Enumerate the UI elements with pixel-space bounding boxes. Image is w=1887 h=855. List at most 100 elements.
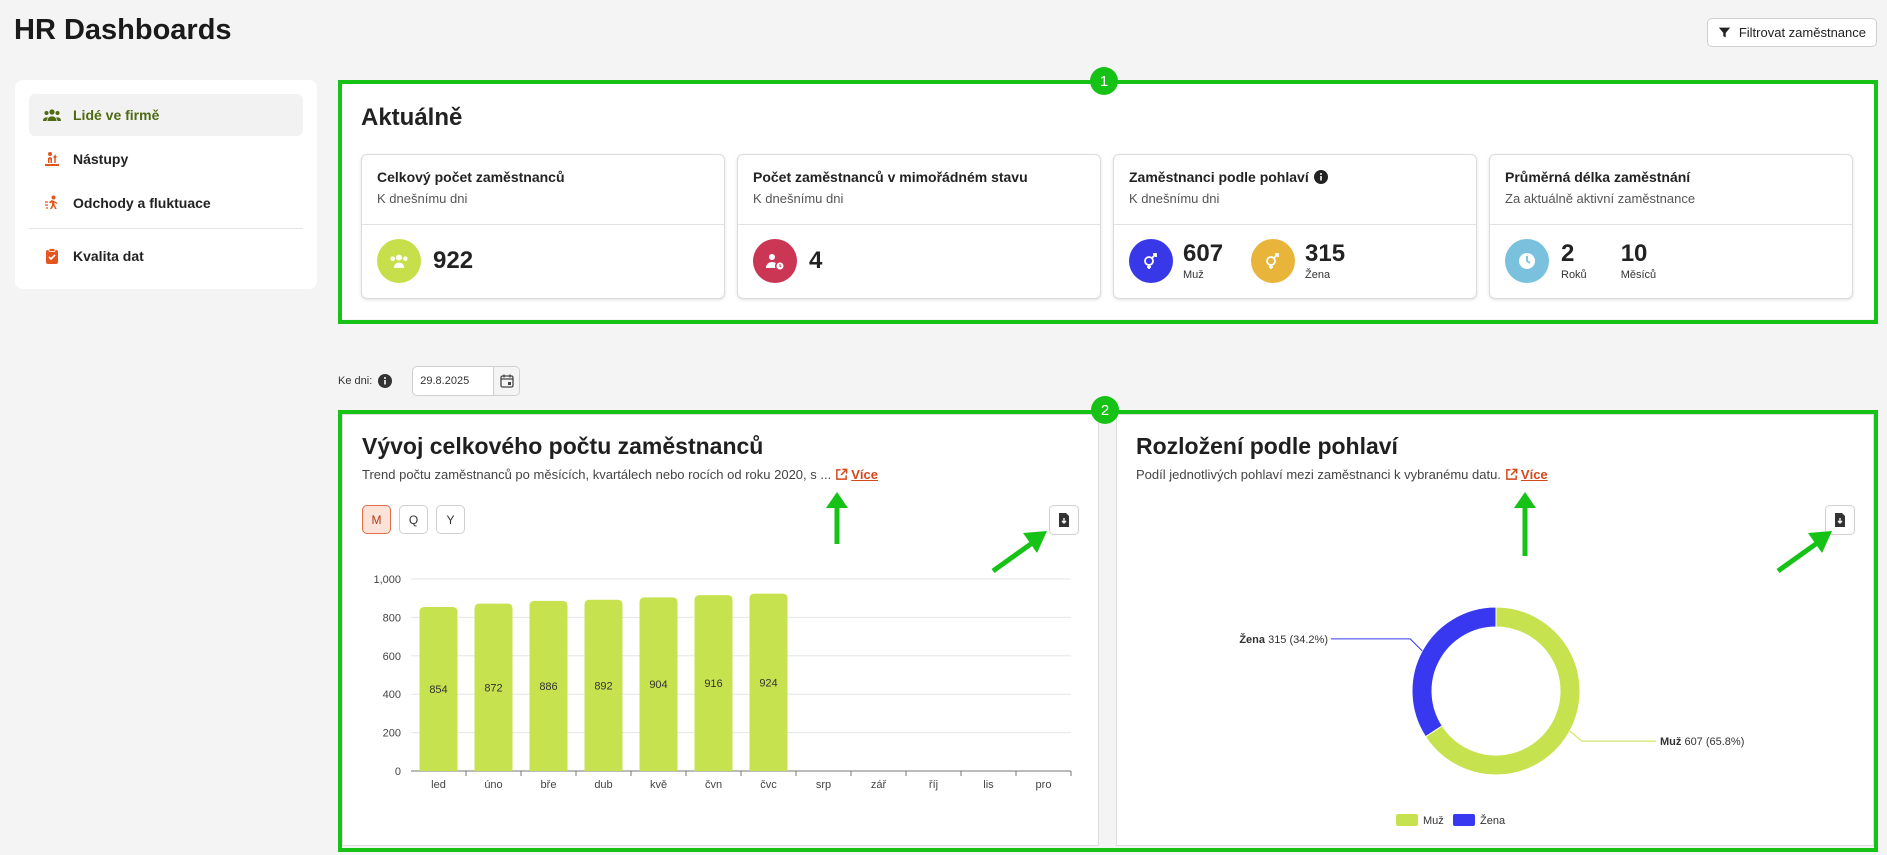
- info-icon[interactable]: [1313, 170, 1328, 184]
- gender-more-link[interactable]: Více: [1505, 467, 1548, 482]
- tenure-months-value: 10: [1620, 239, 1648, 267]
- donut-slice-male[interactable]: [1424, 606, 1581, 776]
- external-link-icon: [836, 468, 848, 480]
- sidebar-item-label: Nástupy: [73, 151, 129, 167]
- download-chart-button[interactable]: [1825, 505, 1855, 535]
- period-toggle: M Q Y: [362, 505, 465, 534]
- sidebar-divider: [29, 228, 303, 229]
- annotation-arrow: [826, 492, 848, 544]
- stat-card-subtitle: K dnešnímu dni: [1129, 191, 1220, 206]
- calendar-icon[interactable]: [493, 367, 520, 395]
- y-tick-label: 200: [383, 728, 401, 740]
- bar-value-label: 924: [759, 677, 777, 689]
- x-tick-label: srp: [816, 779, 831, 791]
- headcount-panel-description: Trend počtu zaměstnanců po měsících, kva…: [362, 467, 832, 482]
- male-count-label: Muž: [1183, 268, 1204, 281]
- female-gender-icon: [1251, 239, 1296, 283]
- x-tick-label: zář: [871, 779, 887, 791]
- y-tick-label: 800: [383, 612, 401, 624]
- info-icon[interactable]: [378, 374, 393, 388]
- gender-panel: Rozložení podle pohlaví Podíl jednotlivý…: [1116, 414, 1874, 846]
- date-filter-label: Ke dni:: [338, 375, 373, 387]
- stat-card-title: Průměrná délka zaměstnání: [1505, 169, 1691, 185]
- stat-card-title: Zaměstnanci podle pohlaví: [1129, 169, 1309, 185]
- legend-swatch[interactable]: [1396, 814, 1418, 826]
- people-icon: [377, 239, 421, 283]
- date-input[interactable]: 29.8.2025: [412, 366, 521, 396]
- tenure-years-value: 2: [1561, 239, 1575, 267]
- people-icon: [43, 106, 61, 124]
- more-link-label: Více: [1520, 467, 1548, 482]
- sidebar-item-exits[interactable]: Odchody a fluktuace: [29, 182, 303, 224]
- bar[interactable]: [474, 603, 513, 771]
- x-tick-label: led: [431, 779, 446, 791]
- period-year-button[interactable]: Y: [436, 505, 465, 534]
- clipboard-check-icon: [43, 247, 61, 265]
- date-input-value: 29.8.2025: [420, 375, 470, 387]
- headcount-panel: Vývoj celkového počtu zaměstnanců Trend …: [342, 414, 1099, 846]
- y-tick-label: 0: [395, 766, 401, 778]
- annotation-marker-1: 1: [1090, 67, 1118, 95]
- stat-card-total-employees: Celkový počet zaměstnanců K dnešnímu dni…: [361, 154, 725, 299]
- stat-card-subtitle: Za aktuálně aktivní zaměstnance: [1505, 191, 1696, 206]
- annotation-arrow: [1776, 531, 1832, 574]
- filter-employees-button[interactable]: Filtrovat zaměstnance: [1706, 18, 1877, 47]
- x-tick-label: lis: [983, 779, 994, 791]
- legend-swatch[interactable]: [1453, 814, 1475, 826]
- onboarding-icon: [43, 150, 61, 168]
- x-tick-label: čvc: [760, 779, 777, 791]
- donut-label-female: Žena 315 (34.2%): [1239, 633, 1328, 646]
- sidebar-item-label: Odchody a fluktuace: [73, 195, 211, 211]
- legend-label: Muž: [1423, 815, 1444, 827]
- period-quarter-button[interactable]: Q: [399, 505, 428, 534]
- sidebar: Lidé ve firmě Nástupy Odchody a fluktuac…: [15, 80, 317, 289]
- stat-card-title: Počet zaměstnanců v mimořádném stavu: [753, 169, 1028, 185]
- headcount-more-link[interactable]: Více: [835, 467, 878, 482]
- person-clock-icon: [753, 239, 797, 283]
- female-count-label: Žena: [1305, 268, 1331, 281]
- headcount-bar-chart: 0 200 400 600 800 1,000 led 854 úno 872 bře 886 dub 8…: [373, 574, 1072, 791]
- y-tick-label: 400: [383, 689, 401, 701]
- y-tick-label: 600: [383, 651, 401, 663]
- annotation-box-2: [338, 410, 1878, 852]
- page-title: HR Dashboards: [14, 14, 232, 46]
- period-month-button[interactable]: M: [362, 505, 391, 534]
- date-filter: Ke dni: 29.8.2025: [338, 366, 521, 396]
- sidebar-item-data-quality[interactable]: Kvalita dat: [29, 235, 303, 277]
- bar[interactable]: [419, 607, 458, 771]
- bar-value-label: 872: [484, 682, 502, 694]
- x-tick-label: říj: [929, 779, 938, 791]
- clock-icon: [1505, 239, 1549, 283]
- bar[interactable]: [529, 600, 568, 771]
- legend-label: Žena: [1480, 814, 1506, 827]
- x-tick-label: dub: [594, 779, 612, 791]
- annotation-marker-2: 2: [1091, 396, 1119, 424]
- bar[interactable]: [749, 593, 788, 771]
- bar-value-label: 904: [649, 679, 667, 691]
- tenure-years-label: Roků: [1561, 268, 1587, 281]
- x-tick-label: čvn: [705, 779, 722, 791]
- bar-value-label: 886: [539, 681, 557, 693]
- total-employees-value: 922: [433, 247, 474, 274]
- current-section-title: Aktuálně: [361, 104, 463, 131]
- male-count-value: 607: [1183, 239, 1224, 267]
- sidebar-item-people[interactable]: Lidé ve firmě: [29, 94, 303, 136]
- bar-value-label: 892: [594, 680, 612, 692]
- sidebar-item-label: Lidé ve firmě: [73, 107, 160, 123]
- download-chart-button[interactable]: [1049, 505, 1079, 535]
- female-count-value: 315: [1305, 239, 1346, 267]
- headcount-panel-title: Vývoj celkového počtu zaměstnanců: [362, 433, 764, 459]
- bar-value-label: 916: [704, 678, 722, 690]
- bar[interactable]: [584, 599, 623, 771]
- bar[interactable]: [639, 597, 678, 771]
- sidebar-item-onboarding[interactable]: Nástupy: [29, 138, 303, 180]
- gender-panel-title: Rozložení podle pohlaví: [1136, 433, 1398, 459]
- x-tick-label: úno: [484, 779, 502, 791]
- leader-line: [1331, 638, 1423, 652]
- gender-donut-chart: Žena 315 (34.2%) Muž 607 (65.8%) Muž Žena: [1239, 606, 1744, 827]
- bar[interactable]: [694, 595, 733, 771]
- download-icon: [1835, 513, 1845, 527]
- y-tick-label: 1,000: [373, 574, 401, 586]
- donut-label-male: Muž 607 (65.8%): [1660, 736, 1744, 748]
- filter-icon: [1718, 27, 1731, 38]
